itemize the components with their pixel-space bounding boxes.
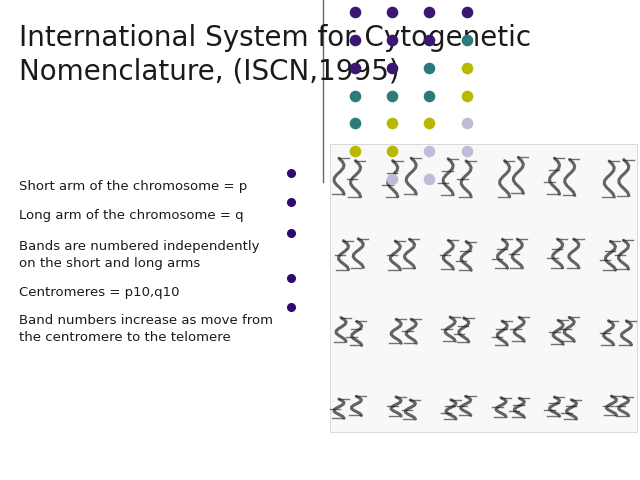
Point bbox=[461, 147, 472, 155]
Point bbox=[350, 120, 360, 127]
Bar bbox=[330, 144, 637, 432]
Point bbox=[461, 64, 472, 72]
Point bbox=[387, 120, 397, 127]
Point bbox=[387, 8, 397, 16]
Text: Short arm of the chromosome = p: Short arm of the chromosome = p bbox=[19, 180, 248, 193]
Point bbox=[387, 147, 397, 155]
Text: Centromeres = p10,q10: Centromeres = p10,q10 bbox=[19, 286, 180, 299]
Point bbox=[461, 120, 472, 127]
Point bbox=[424, 8, 435, 16]
Point bbox=[461, 36, 472, 44]
Point bbox=[350, 36, 360, 44]
Text: Long arm of the chromosome = q: Long arm of the chromosome = q bbox=[19, 209, 244, 222]
Point bbox=[424, 92, 435, 99]
Point bbox=[461, 92, 472, 99]
Text: International System for Cytogenetic
Nomenclature, (ISCN,1995): International System for Cytogenetic Nom… bbox=[19, 24, 531, 85]
Point bbox=[350, 147, 360, 155]
Point bbox=[424, 36, 435, 44]
Text: Bands are numbered independently
on the short and long arms: Bands are numbered independently on the … bbox=[19, 240, 260, 269]
Point bbox=[387, 92, 397, 99]
Text: Band numbers increase as move from
the centromere to the telomere: Band numbers increase as move from the c… bbox=[19, 314, 273, 344]
Point bbox=[387, 36, 397, 44]
Point bbox=[424, 175, 435, 183]
Point bbox=[424, 120, 435, 127]
Point bbox=[350, 8, 360, 16]
Point bbox=[461, 8, 472, 16]
Point bbox=[350, 64, 360, 72]
Point bbox=[387, 64, 397, 72]
Point bbox=[387, 175, 397, 183]
Point bbox=[424, 64, 435, 72]
Point bbox=[350, 92, 360, 99]
Point bbox=[424, 147, 435, 155]
